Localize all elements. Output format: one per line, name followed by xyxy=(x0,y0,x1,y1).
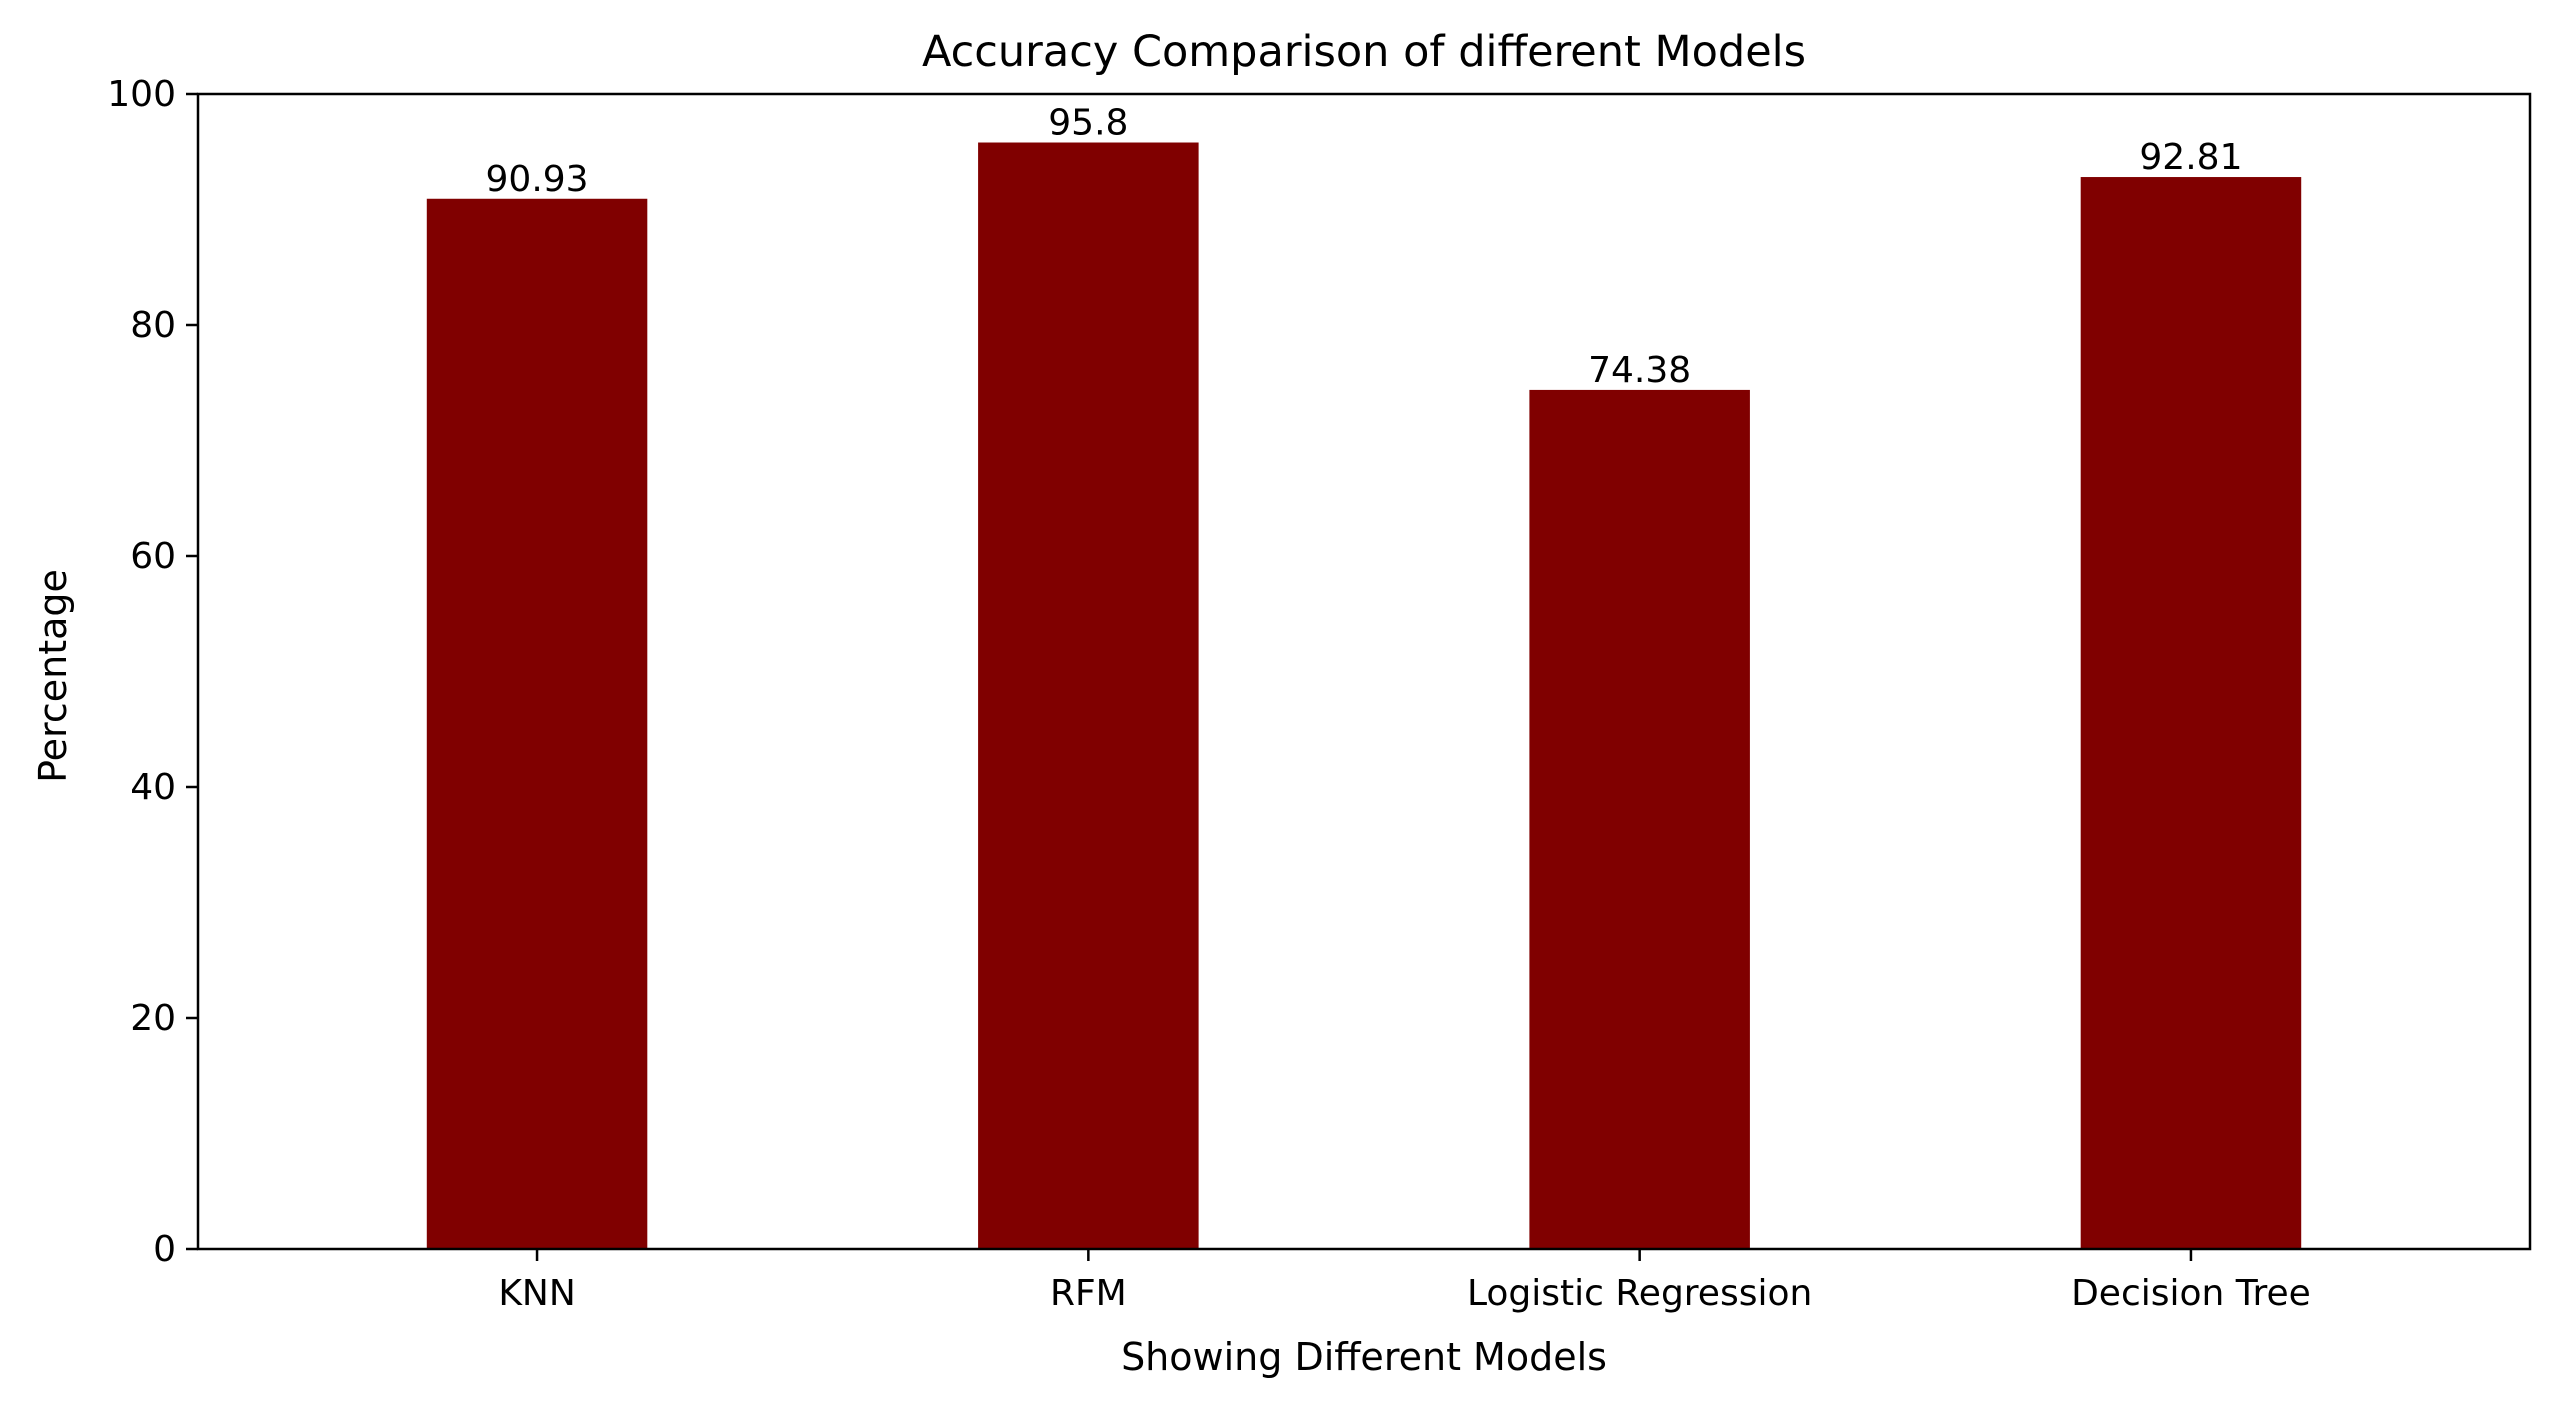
bar-value-label: 74.38 xyxy=(1588,350,1691,391)
bar-value-label: 90.93 xyxy=(486,159,589,200)
x-tick-label: RFM xyxy=(1050,1273,1127,1314)
y-tick-label: 0 xyxy=(153,1229,176,1270)
x-tick-label: Logistic Regression xyxy=(1467,1273,1812,1314)
x-axis-label: Showing Different Models xyxy=(1121,1335,1607,1379)
y-tick-label: 80 xyxy=(130,305,176,346)
bar-value-label: 92.81 xyxy=(2139,137,2242,178)
y-axis: 0 20 40 60 80 100 xyxy=(107,74,198,1270)
y-tick-label: 20 xyxy=(130,998,176,1039)
plot-frame xyxy=(196,92,2532,1251)
y-tick-label: 60 xyxy=(130,536,176,577)
chart-title: Accuracy Comparison of different Models xyxy=(922,27,1806,77)
y-tick-label: 40 xyxy=(130,767,176,808)
y-tick-label: 100 xyxy=(107,74,176,115)
bar-logistic-regression xyxy=(1529,389,1750,1249)
y-axis-label: Percentage xyxy=(31,569,75,783)
bar-rfm xyxy=(978,142,1199,1249)
bar-value-label: 95.8 xyxy=(1048,103,1128,144)
plot-area: 90.93 95.8 74.38 92.81 xyxy=(426,103,2302,1249)
x-tick-label: Decision Tree xyxy=(2071,1273,2311,1314)
bar-decision-tree xyxy=(2080,177,2302,1249)
x-tick-label: KNN xyxy=(498,1273,575,1314)
x-axis: KNN RFM Logistic Regression Decision Tree xyxy=(498,1249,2311,1314)
bar-knn xyxy=(426,198,648,1249)
